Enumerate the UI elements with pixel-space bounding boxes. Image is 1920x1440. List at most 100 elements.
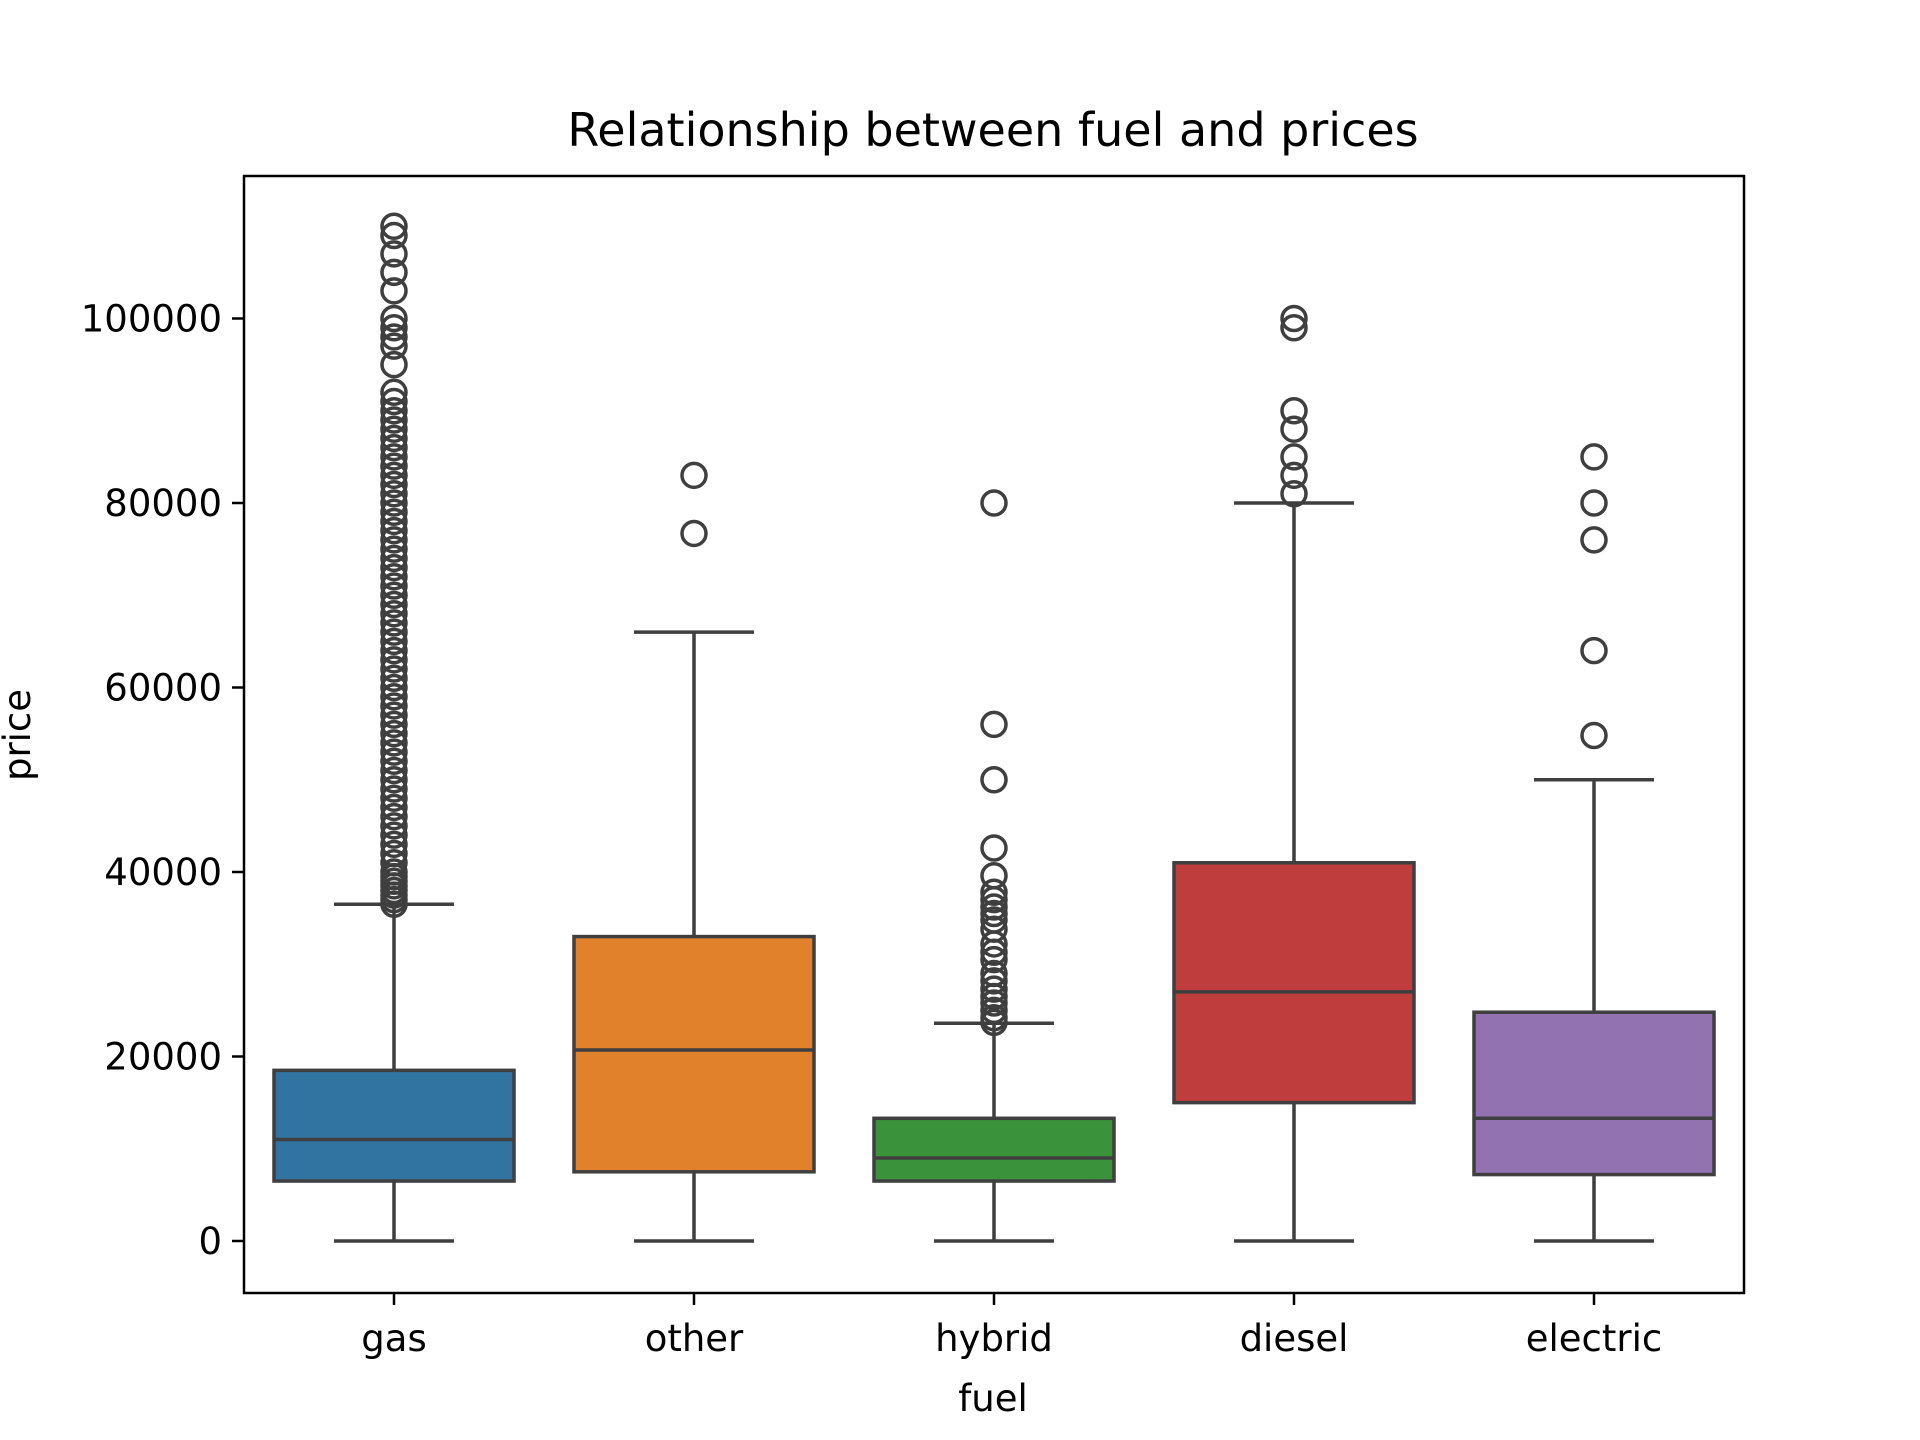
outlier-point bbox=[380, 599, 408, 628]
outlier-point bbox=[380, 406, 408, 434]
outlier-point bbox=[980, 710, 1008, 739]
outlier-point bbox=[980, 766, 1008, 794]
x-tick-label: other bbox=[645, 1317, 744, 1360]
outlier-point bbox=[1580, 721, 1608, 750]
outlier-point bbox=[380, 738, 408, 766]
outlier-point bbox=[380, 258, 408, 287]
outlier-point bbox=[380, 304, 408, 333]
outlier-point bbox=[1580, 526, 1608, 554]
outlier-point bbox=[980, 861, 1008, 890]
plot-area bbox=[272, 212, 1716, 1243]
outlier-point bbox=[380, 849, 408, 877]
outlier-point bbox=[380, 766, 408, 794]
outlier-point bbox=[980, 834, 1008, 862]
outlier-point bbox=[380, 461, 408, 490]
box-group-electric bbox=[1472, 443, 1716, 1243]
outlier-point bbox=[380, 313, 408, 342]
outlier-point bbox=[380, 590, 408, 619]
outlier-point bbox=[380, 646, 408, 674]
outlier-point bbox=[380, 701, 408, 729]
outlier-point bbox=[680, 461, 708, 490]
outlier-point bbox=[380, 729, 408, 757]
outlier-point bbox=[380, 812, 408, 840]
y-tick-label: 100000 bbox=[81, 298, 222, 341]
outlier-point bbox=[1280, 304, 1308, 333]
outlier-point bbox=[380, 221, 408, 250]
outlier-point bbox=[380, 323, 408, 351]
outlier-point bbox=[380, 572, 408, 600]
outlier-point bbox=[380, 397, 408, 425]
x-axis: gas other hybrid diesel electric bbox=[361, 1293, 1662, 1360]
outlier-point bbox=[380, 655, 408, 683]
outlier-point bbox=[980, 959, 1008, 988]
outlier-point bbox=[980, 975, 1008, 1003]
outlier-point bbox=[380, 756, 408, 785]
box-iqr bbox=[872, 1116, 1116, 1183]
outlier-point bbox=[1280, 415, 1308, 443]
outlier-point bbox=[380, 839, 408, 868]
outlier-point bbox=[380, 433, 408, 462]
outlier-point bbox=[380, 784, 408, 812]
outlier-point bbox=[380, 609, 408, 637]
outlier-point bbox=[680, 519, 708, 548]
y-axis-label: price bbox=[0, 689, 39, 781]
y-axis: 0 20000 40000 60000 80000 100000 bbox=[81, 298, 244, 1263]
outlier-point bbox=[380, 802, 408, 831]
outlier-point bbox=[380, 692, 408, 720]
y-tick-label: 20000 bbox=[104, 1036, 222, 1079]
outlier-point bbox=[380, 664, 408, 693]
outlier-point bbox=[1280, 313, 1308, 342]
box-iqr bbox=[1472, 1010, 1716, 1177]
box-group-hybrid bbox=[872, 489, 1116, 1243]
y-tick-label: 60000 bbox=[104, 667, 222, 710]
outlier-point bbox=[380, 498, 408, 526]
outlier-point bbox=[380, 618, 408, 646]
outlier-point bbox=[380, 387, 408, 416]
outlier-point bbox=[380, 636, 408, 665]
outlier-point bbox=[980, 967, 1008, 995]
box-iqr bbox=[572, 934, 816, 1174]
box-group-gas bbox=[272, 212, 516, 1243]
x-tick-label: gas bbox=[361, 1317, 426, 1360]
outlier-point bbox=[380, 673, 408, 702]
outlier-point bbox=[380, 544, 408, 573]
outlier-point bbox=[1580, 489, 1608, 517]
box-iqr bbox=[272, 1068, 516, 1183]
outlier-point bbox=[380, 507, 408, 536]
box-iqr bbox=[1172, 861, 1416, 1105]
box-group-other bbox=[572, 461, 816, 1243]
x-tick-label: electric bbox=[1526, 1317, 1663, 1360]
outlier-point bbox=[980, 915, 1008, 943]
outlier-point bbox=[980, 1004, 1008, 1032]
outlier-point bbox=[380, 470, 408, 499]
outlier-point bbox=[380, 563, 408, 591]
y-tick-label: 80000 bbox=[104, 482, 222, 525]
outlier-point bbox=[980, 945, 1008, 974]
outlier-point bbox=[380, 821, 408, 849]
outlier-point bbox=[380, 277, 408, 305]
outlier-point bbox=[380, 710, 408, 739]
x-tick-label: hybrid bbox=[935, 1317, 1053, 1360]
outlier-point bbox=[380, 424, 408, 453]
outlier-point bbox=[380, 775, 408, 803]
outlier-point bbox=[380, 747, 408, 776]
outlier-point bbox=[1280, 443, 1308, 471]
outlier-point bbox=[1280, 397, 1308, 425]
outlier-point bbox=[380, 830, 408, 859]
outlier-point bbox=[380, 526, 408, 554]
outlier-point bbox=[980, 996, 1008, 1025]
outlier-point bbox=[1580, 443, 1608, 471]
outlier-point bbox=[380, 480, 408, 508]
outlier-point bbox=[380, 240, 408, 268]
outlier-point bbox=[380, 627, 408, 656]
outlier-point bbox=[380, 858, 408, 886]
outlier-point bbox=[380, 415, 408, 443]
outlier-point bbox=[380, 452, 408, 480]
x-tick-label: diesel bbox=[1240, 1317, 1349, 1360]
outlier-point bbox=[380, 350, 408, 379]
outlier-point bbox=[980, 893, 1008, 921]
y-tick-label: 40000 bbox=[104, 851, 222, 894]
outlier-point bbox=[380, 378, 408, 407]
outlier-point bbox=[380, 553, 408, 582]
outlier-point bbox=[380, 793, 408, 822]
